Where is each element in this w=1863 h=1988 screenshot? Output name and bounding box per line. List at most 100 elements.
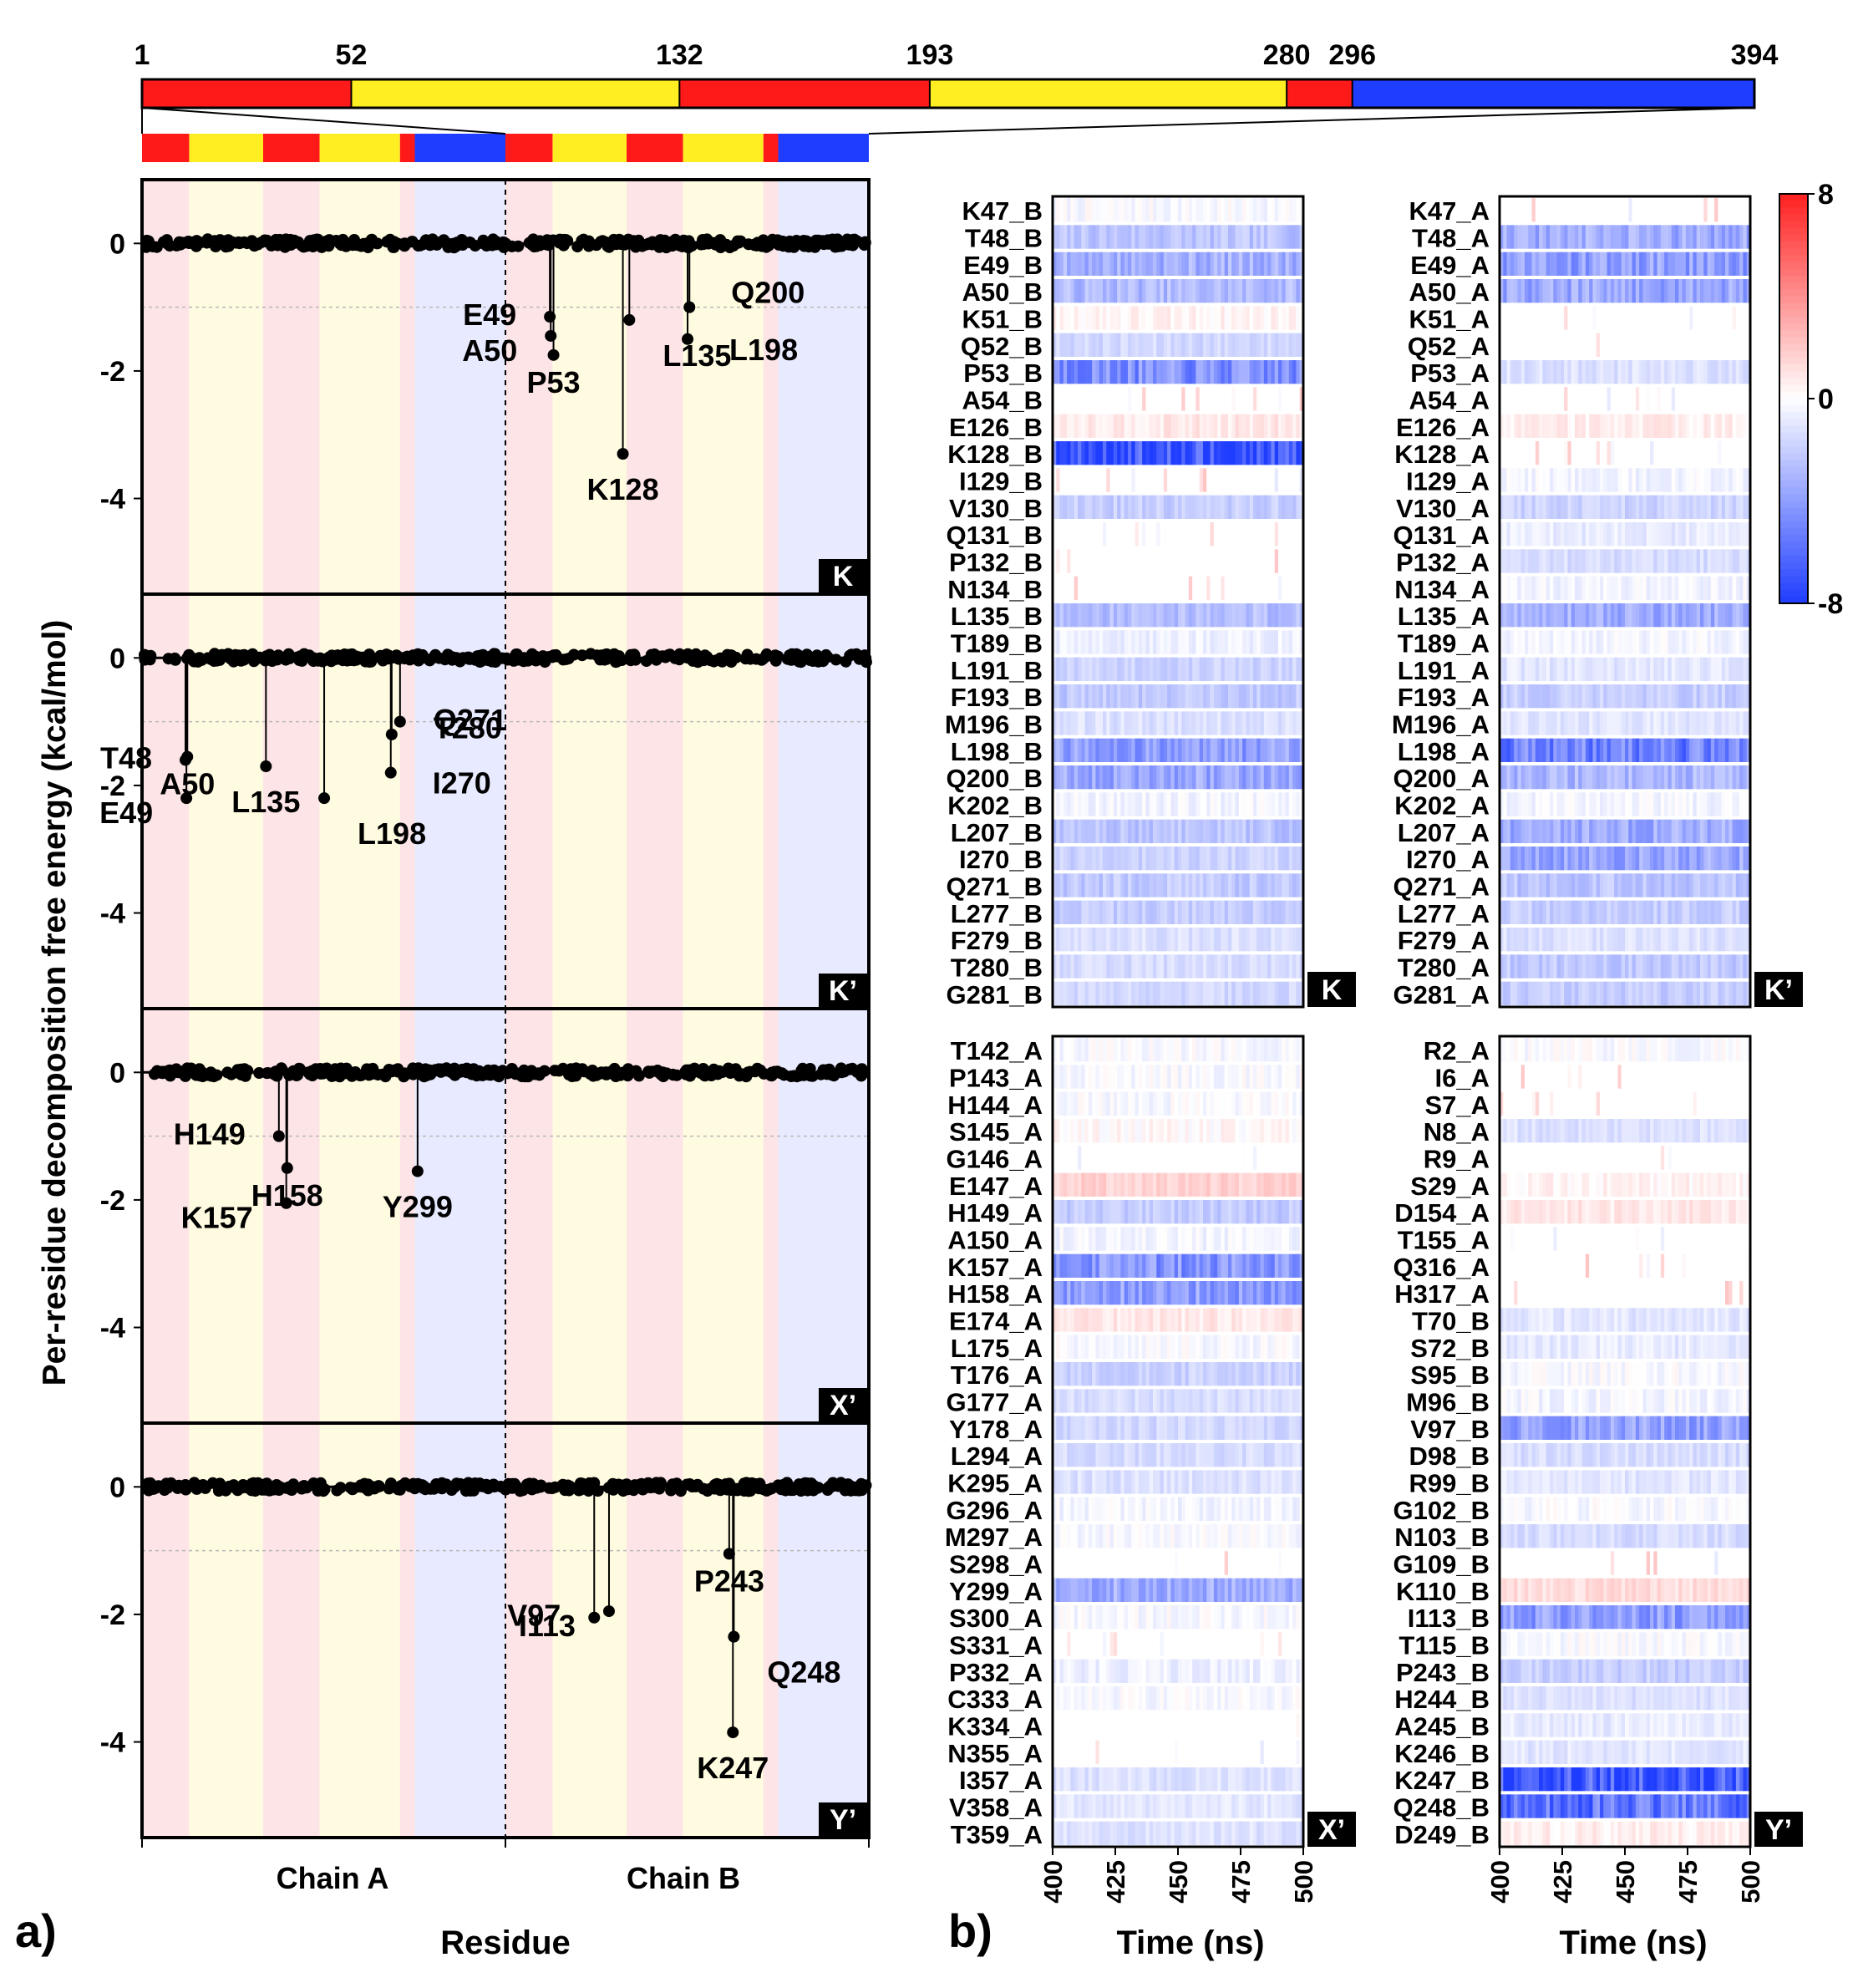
heatmap-cell <box>1206 630 1211 654</box>
heatmap-cell <box>1539 711 1544 735</box>
heatmap-cell <box>1728 873 1734 897</box>
heatmap-cell <box>1542 657 1547 681</box>
heatmap-row-label: A50_B <box>962 277 1043 307</box>
heatmap-cell <box>1192 306 1197 330</box>
heatmap-cell <box>1528 549 1533 573</box>
heatmap-cell <box>1238 306 1243 330</box>
heatmap-cell <box>1592 198 1597 222</box>
heatmap-cell <box>1718 468 1723 492</box>
heatmap-cell <box>1503 819 1508 843</box>
heatmap-cell <box>1710 441 1715 465</box>
heatmap-cell <box>1578 387 1583 411</box>
heatmap-cell <box>1120 630 1125 654</box>
heatmap-cell <box>1067 792 1072 816</box>
heatmap-cell <box>1732 414 1737 438</box>
heatmap-cell <box>1296 684 1301 709</box>
heatmap-row <box>1500 549 1751 573</box>
heatmap-cell <box>1106 630 1111 654</box>
heatmap-cell <box>1621 819 1626 843</box>
heatmap-cell <box>1721 657 1726 681</box>
chain-B-segment-6 <box>778 134 869 162</box>
heatmap-cell <box>1278 198 1282 222</box>
heatmap-cell <box>1074 630 1079 654</box>
heatmap-cell <box>1600 981 1604 1005</box>
heatmap-cell <box>1113 928 1118 952</box>
heatmap-cell <box>1260 900 1265 924</box>
heatmap-cell <box>1095 847 1100 871</box>
heatmap-cell <box>1564 495 1569 519</box>
heatmap-cell <box>1581 198 1586 222</box>
heatmap-cell <box>1242 1038 1247 1062</box>
heatmap-cell <box>1657 738 1662 762</box>
heatmap-cell <box>1668 333 1673 357</box>
heatmap-cell <box>1531 279 1536 303</box>
heatmap-row <box>1500 711 1751 735</box>
heatmap-cell <box>1700 225 1704 249</box>
heatmap-cell <box>1721 765 1726 790</box>
heatmap-cell <box>1710 603 1715 628</box>
heatmap-cell <box>1650 279 1654 303</box>
heatmap-cell <box>1106 684 1111 709</box>
heatmap-cell <box>1621 279 1626 303</box>
heatmap-cell <box>1185 954 1190 979</box>
heatmap-cell <box>1617 765 1622 790</box>
heatmap-cell <box>1224 738 1229 762</box>
heatmap-cell <box>1253 1119 1257 1143</box>
heatmap-cell <box>1282 576 1287 600</box>
heatmap-cell <box>1092 1091 1097 1116</box>
heatmap-cell <box>1589 360 1594 384</box>
heatmap-cell <box>1199 306 1204 330</box>
heatmap-cell <box>1181 847 1186 871</box>
heatmap-cell <box>1710 333 1715 357</box>
heatmap-cell <box>1718 900 1723 924</box>
heatmap-cell <box>1510 928 1515 952</box>
heatmap-cell <box>1581 549 1586 573</box>
heatmap-cell <box>1059 765 1064 790</box>
heatmap-cell <box>1142 819 1147 843</box>
heatmap-cell <box>1560 225 1565 249</box>
heatmap-cell <box>1238 711 1243 735</box>
heatmap-cell <box>1564 549 1569 573</box>
heatmap-cell <box>1607 576 1612 600</box>
heatmap-cell <box>1256 360 1261 384</box>
heatmap-cell <box>1578 765 1583 790</box>
heatmap-cell <box>1596 603 1601 628</box>
heatmap-cell <box>1231 387 1236 411</box>
heatmap-row <box>1500 414 1751 438</box>
heatmap-cell <box>1553 576 1558 600</box>
heatmap-cell <box>1732 252 1737 276</box>
heatmap-cell <box>1109 630 1114 654</box>
heatmap-cell <box>1607 819 1612 843</box>
heatmap-cell <box>1675 333 1679 357</box>
heatmap-cell <box>1246 847 1251 871</box>
heatmap-cell <box>1156 387 1161 411</box>
heatmap-cell <box>1188 684 1193 709</box>
heatmap-cell <box>1607 252 1612 276</box>
heatmap-cell <box>1621 333 1626 357</box>
heatmap-cell <box>1635 576 1640 600</box>
heatmap-cell <box>1078 847 1082 871</box>
heatmap-cell <box>1260 738 1265 762</box>
heatmap-cell <box>1718 981 1723 1005</box>
heatmap-cell <box>1095 603 1100 628</box>
heatmap-cell <box>1535 495 1540 519</box>
heatmap-cell <box>1117 468 1122 492</box>
heatmap-cell <box>1271 522 1276 547</box>
heatmap-cell <box>1063 1200 1068 1224</box>
heatmap-cell <box>1213 279 1218 303</box>
heatmap-cell <box>1092 738 1097 762</box>
heatmap-row-label: E126_A <box>1396 413 1490 442</box>
heatmap-cell <box>1238 900 1243 924</box>
heatmap-cell <box>1192 387 1197 411</box>
heatmap-cell <box>1639 468 1644 492</box>
heatmap-cell <box>1267 1119 1272 1143</box>
heatmap-cell <box>1642 387 1647 411</box>
heatmap-cell <box>1084 441 1089 465</box>
heatmap-cell <box>1506 198 1511 222</box>
heatmap-cell <box>1253 630 1257 654</box>
heatmap-row <box>1053 819 1304 843</box>
heatmap-cell <box>1221 495 1226 519</box>
heatmap-cell <box>1660 576 1665 600</box>
heatmap-cell <box>1188 279 1193 303</box>
heatmap-cell <box>1081 792 1086 816</box>
